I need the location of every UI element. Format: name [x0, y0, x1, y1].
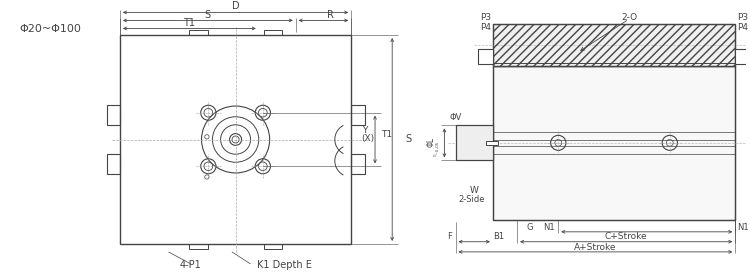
Bar	[351, 105, 364, 125]
Text: 4-P1: 4-P1	[180, 260, 202, 270]
Bar	[263, 30, 282, 35]
Bar	[493, 24, 735, 66]
Bar	[455, 125, 493, 160]
Bar	[735, 49, 750, 64]
Text: D: D	[232, 1, 239, 11]
Text: P3: P3	[737, 13, 748, 22]
Text: R: R	[328, 10, 334, 19]
Text: T1: T1	[381, 130, 392, 139]
Text: P4: P4	[737, 22, 748, 32]
Text: Y: Y	[362, 126, 367, 135]
Text: N1: N1	[736, 222, 748, 232]
Text: F: F	[447, 232, 452, 241]
Text: W: W	[470, 186, 478, 195]
Bar	[106, 153, 120, 174]
Bar	[189, 244, 208, 249]
Text: Φ20~Φ100: Φ20~Φ100	[20, 24, 81, 35]
Bar	[493, 66, 735, 220]
Text: A+Stroke: A+Stroke	[574, 242, 616, 252]
Text: S: S	[205, 10, 211, 19]
Text: ⁰₋₀.₀₅: ⁰₋₀.₀₅	[434, 141, 439, 156]
Bar	[351, 153, 364, 174]
Bar	[493, 24, 735, 66]
Text: P4: P4	[480, 22, 491, 32]
Text: ΦV: ΦV	[449, 113, 462, 122]
Text: T1: T1	[183, 18, 195, 28]
Text: 2-O: 2-O	[621, 13, 637, 22]
Bar	[486, 141, 498, 145]
Bar	[455, 125, 493, 160]
Bar	[493, 66, 735, 220]
Text: P3: P3	[480, 13, 491, 22]
Text: 2-Side: 2-Side	[459, 195, 485, 204]
Text: S: S	[406, 135, 412, 144]
Text: G: G	[526, 222, 532, 232]
Bar	[478, 49, 493, 64]
Text: ΦL: ΦL	[427, 136, 436, 147]
Text: (X): (X)	[362, 134, 375, 143]
Text: C+Stroke: C+Stroke	[604, 232, 647, 241]
Bar	[189, 30, 208, 35]
Bar	[120, 35, 351, 244]
Bar	[263, 244, 282, 249]
Bar	[493, 24, 735, 66]
Text: B1: B1	[494, 232, 505, 241]
Text: K1 Depth E: K1 Depth E	[256, 260, 311, 270]
Text: N1: N1	[544, 222, 555, 232]
Bar	[106, 105, 120, 125]
